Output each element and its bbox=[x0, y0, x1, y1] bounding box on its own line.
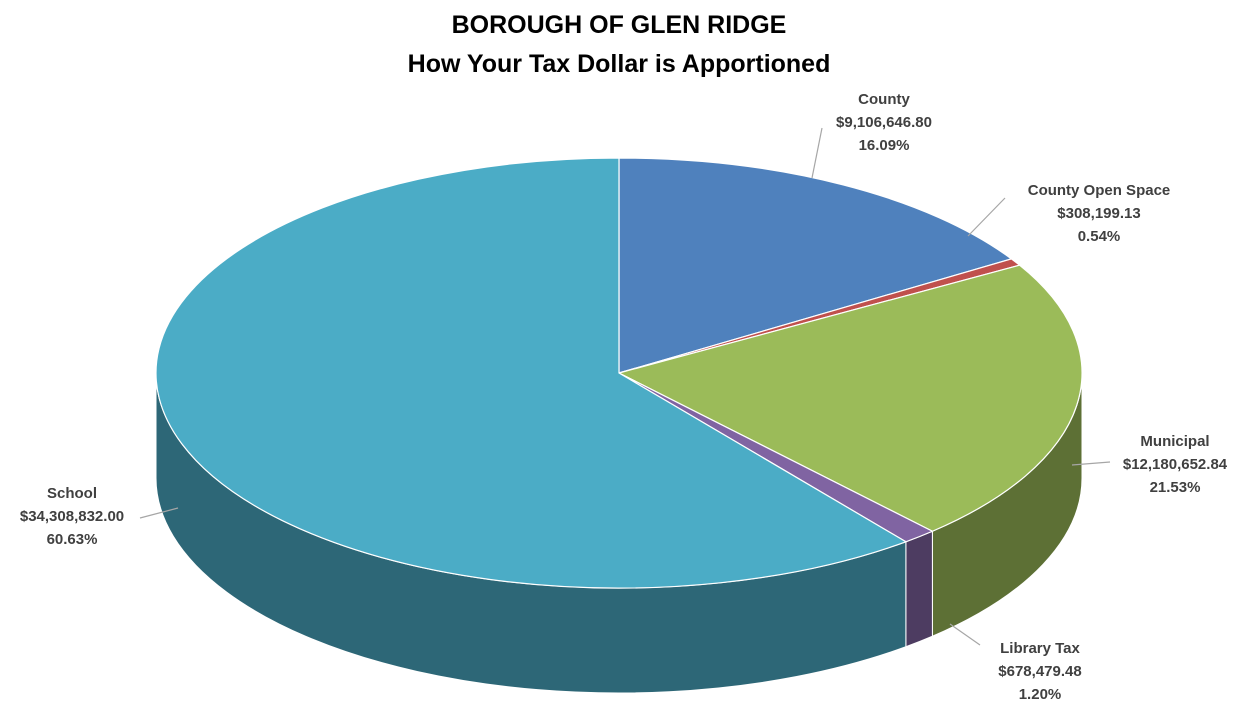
leader-line bbox=[1071, 461, 1111, 466]
chart-subtitle: How Your Tax Dollar is Apportioned bbox=[408, 50, 831, 78]
slice bbox=[155, 157, 908, 589]
percent-label: 21.53% bbox=[1150, 479, 1201, 496]
percent-label: 0.54% bbox=[1078, 228, 1121, 245]
category-label: County bbox=[858, 91, 910, 108]
leader-line bbox=[811, 127, 823, 179]
slice bbox=[618, 157, 1013, 374]
value-label: $678,479.48 bbox=[998, 663, 1081, 680]
percent-label: 1.20% bbox=[1019, 686, 1062, 703]
leader-line bbox=[949, 623, 981, 646]
value-label: $12,180,652.84 bbox=[1123, 456, 1228, 473]
chart-title: BOROUGH OF GLEN RIDGE bbox=[452, 11, 787, 39]
category-label: Library Tax bbox=[1000, 640, 1080, 657]
category-label: County Open Space bbox=[1028, 182, 1171, 199]
slice bbox=[617, 264, 1083, 532]
value-label: $308,199.13 bbox=[1057, 205, 1140, 222]
category-label: Municipal bbox=[1140, 433, 1209, 450]
category-label: School bbox=[47, 485, 97, 502]
slice-side bbox=[905, 530, 933, 648]
percent-label: 16.09% bbox=[859, 137, 910, 154]
percent-label: 60.63% bbox=[47, 531, 98, 548]
leader-line bbox=[139, 507, 179, 519]
leader-line bbox=[967, 197, 1006, 237]
value-label: $9,106,646.80 bbox=[836, 114, 932, 131]
value-label: $34,308,832.00 bbox=[20, 508, 124, 525]
